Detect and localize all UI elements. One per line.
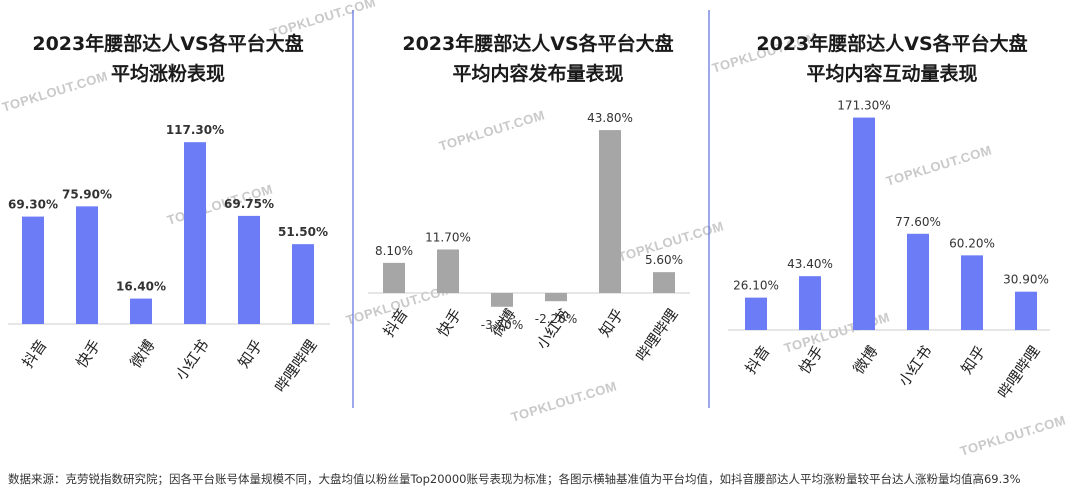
category-label: 哔哩哔哩 xyxy=(271,336,320,395)
data-label: 8.10% xyxy=(375,244,413,258)
data-label: 51.50% xyxy=(278,225,328,239)
data-label: -2.20% xyxy=(535,312,577,326)
category-label: 抖音 xyxy=(379,305,411,340)
chart-title: 平均内容发布量表现 xyxy=(452,62,623,85)
bar xyxy=(853,117,875,330)
source-footnote: 数据来源：克劳锐指数研究院；因各平台账号体量规模不同，大盘均值以粉丝量Top20… xyxy=(8,472,1021,486)
bar xyxy=(907,233,929,330)
chart-title: 2023年腰部达人VS各平台大盘 xyxy=(32,32,303,55)
data-label: -3.70% xyxy=(481,318,523,332)
category-label: 哔哩哔哩 xyxy=(632,305,681,364)
bar xyxy=(383,262,405,293)
category-label: 知乎 xyxy=(595,305,627,340)
bar xyxy=(1015,291,1037,330)
data-label: 77.60% xyxy=(895,215,941,229)
data-label: 5.60% xyxy=(645,253,683,267)
category-label: 微博 xyxy=(126,336,158,371)
category-label: 快手 xyxy=(433,305,465,340)
chart-title: 平均涨粉表现 xyxy=(111,62,225,85)
bar xyxy=(653,272,675,293)
bar xyxy=(599,130,621,293)
bar xyxy=(545,293,567,302)
category-label: 微博 xyxy=(849,342,881,377)
category-label: 知乎 xyxy=(234,336,266,371)
chart-title: 2023年腰部达人VS各平台大盘 xyxy=(402,32,673,55)
data-label: 26.10% xyxy=(733,279,779,293)
bar xyxy=(22,216,44,324)
data-label: 43.40% xyxy=(787,257,833,271)
category-label: 小红书 xyxy=(172,336,213,383)
category-label: 快手 xyxy=(72,336,104,371)
category-label: 抖音 xyxy=(18,336,50,371)
bar xyxy=(130,298,152,324)
bar xyxy=(961,255,983,330)
category-label: 抖音 xyxy=(741,342,773,377)
data-label: 117.30% xyxy=(166,123,224,137)
data-label: 43.80% xyxy=(587,111,633,125)
data-label: 171.30% xyxy=(837,99,890,113)
data-label: 69.75% xyxy=(224,197,274,211)
data-label: 11.70% xyxy=(425,230,471,244)
category-label: 小红书 xyxy=(895,342,936,389)
bar xyxy=(76,206,98,324)
data-label: 30.90% xyxy=(1003,273,1049,287)
chart-title: 2023年腰部达人VS各平台大盘 xyxy=(756,32,1027,55)
data-label: 75.90% xyxy=(62,187,112,201)
data-label: 60.20% xyxy=(949,236,995,250)
chart-title: 平均内容互动量表现 xyxy=(806,62,977,85)
category-label: 知乎 xyxy=(957,342,989,377)
data-label: 69.30% xyxy=(8,198,58,212)
bar xyxy=(437,249,459,293)
bar xyxy=(238,215,260,324)
data-label: 16.40% xyxy=(116,280,166,294)
category-label: 快手 xyxy=(795,342,827,377)
bar xyxy=(292,244,314,324)
bar xyxy=(184,142,206,324)
category-label: 哔哩哔哩 xyxy=(994,342,1043,401)
bar xyxy=(745,297,767,330)
bar xyxy=(491,293,513,307)
bar xyxy=(799,276,821,330)
